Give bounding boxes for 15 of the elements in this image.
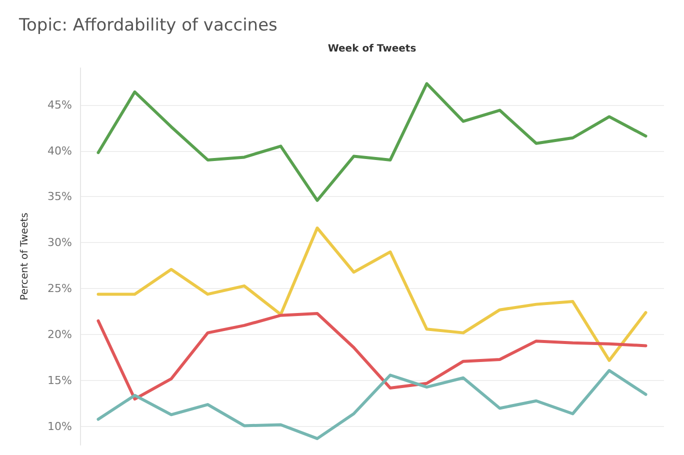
y-tick-label: 15% [48, 374, 72, 388]
y-tick-label: 35% [48, 190, 72, 204]
y-axis-title: Percent of Tweets [20, 212, 30, 300]
line-series [96, 82, 648, 202]
y-tick-label: 45% [48, 98, 72, 112]
y-tick-label: 10% [48, 420, 72, 434]
line-series [96, 312, 648, 401]
chart-title: Topic: Affordability of vaccines [18, 16, 278, 36]
y-tick-label: 40% [48, 144, 72, 158]
x-axis-title: Week of Tweets [328, 44, 416, 54]
y-tick-label: 25% [48, 282, 72, 296]
y-tick-label: 20% [48, 328, 72, 342]
line-series [96, 226, 648, 362]
y-tick-label: 30% [48, 236, 72, 250]
line-series [96, 369, 648, 440]
